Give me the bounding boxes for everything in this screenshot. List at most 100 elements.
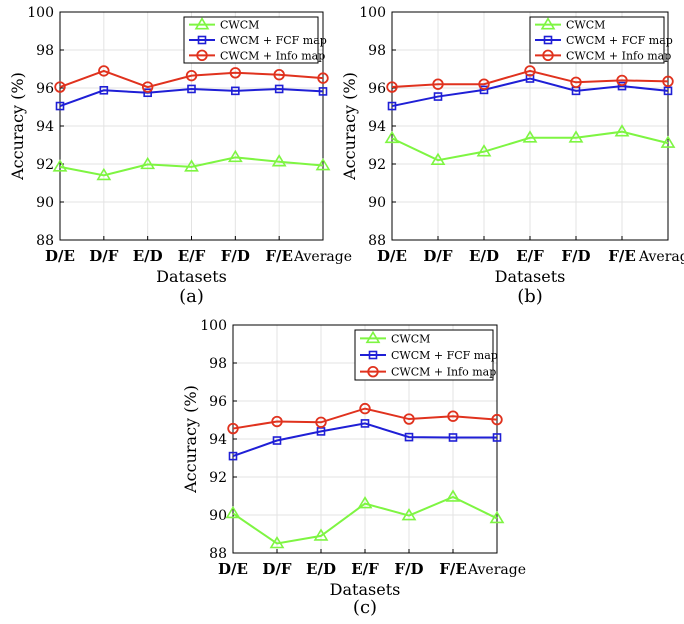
series-info <box>227 402 503 435</box>
data-point-square <box>99 85 109 95</box>
legend-marker-triangle <box>365 330 381 344</box>
x-tick-label: E/F <box>178 247 206 265</box>
x-axis-title: Datasets <box>330 580 401 599</box>
legend-label: CWCM + FCF map <box>391 349 498 362</box>
x-tick-label: D/E <box>218 560 248 578</box>
x-tick-label: D/E <box>45 247 75 265</box>
legend-marker-square <box>197 35 207 45</box>
data-point-square <box>231 86 240 96</box>
legend-marker-circle <box>542 49 554 62</box>
x-axis-title: Datasets <box>495 267 566 286</box>
panel-caption: (a) <box>179 286 204 307</box>
chart-panel-c: 88 90 92 94 96 98 100 D/E D/F E/D E/F F/D F/E Average… <box>181 318 526 618</box>
data-point-triangle <box>384 130 400 144</box>
panel-caption: (b) <box>517 286 543 307</box>
y-tick-label: 88 <box>36 233 54 249</box>
series-info <box>386 65 674 93</box>
data-point-circle <box>403 413 415 425</box>
data-point-circle <box>185 69 198 82</box>
y-tick-label: 90 <box>36 195 54 211</box>
data-point-triangle <box>269 535 285 549</box>
data-point-square <box>448 433 458 442</box>
data-point-triangle <box>489 510 505 524</box>
data-point-triangle <box>476 144 492 157</box>
data-point-circle <box>315 416 327 428</box>
x-axis-title: Datasets <box>156 267 227 286</box>
data-point-square <box>272 436 282 445</box>
y-tick-label: 100 <box>200 318 227 334</box>
x-tick-label: E/F <box>351 560 379 578</box>
legend-label: CWCM + FCF map <box>220 34 327 47</box>
x-tick-label: F/E <box>265 247 293 265</box>
legend: CWCM CWCM + FCF map CWCM + Info map <box>529 16 673 64</box>
series-line <box>391 130 669 162</box>
data-point-circle <box>229 67 242 79</box>
x-tick-label: Average <box>293 249 352 265</box>
data-point-square <box>404 432 414 442</box>
data-point-square <box>663 86 673 96</box>
legend-label: CWCM + Info map <box>220 49 325 62</box>
data-point-triangle <box>52 159 68 172</box>
x-tick-label: D/F <box>262 560 291 578</box>
y-tick-label: 94 <box>368 119 386 135</box>
legend-label: CWCM <box>391 332 430 345</box>
data-point-square <box>387 101 397 111</box>
data-point-square <box>433 92 443 101</box>
data-point-square <box>479 85 489 95</box>
data-point-triangle <box>445 489 461 502</box>
y-tick-label: 94 <box>209 432 227 448</box>
data-point-triangle <box>357 496 373 509</box>
data-point-square <box>55 101 65 111</box>
series-fcf <box>55 84 328 111</box>
data-point-circle <box>141 81 154 93</box>
series-line <box>59 156 324 177</box>
y-tick-label: 96 <box>36 81 54 97</box>
data-point-circle <box>54 81 66 93</box>
data-point-triangle <box>271 154 287 167</box>
data-point-triangle <box>660 135 676 148</box>
data-point-square <box>143 88 152 98</box>
x-tick-label: Average <box>467 562 526 578</box>
y-tick-label: 90 <box>368 195 386 211</box>
legend-marker-triangle <box>540 17 556 30</box>
x-tick-label: F/E <box>439 560 467 578</box>
data-point-triangle <box>184 159 199 172</box>
y-tick-label: 92 <box>36 157 54 173</box>
legend-marker-circle <box>367 365 379 378</box>
x-tick-label: E/D <box>133 247 163 265</box>
data-point-circle <box>616 74 628 87</box>
series-line <box>59 87 324 107</box>
y-tick-label: 96 <box>209 394 227 410</box>
data-point-circle <box>432 78 444 90</box>
data-point-square <box>360 419 370 428</box>
legend-marker-square <box>543 35 553 45</box>
series-cwcm <box>225 489 505 549</box>
series-line <box>232 495 498 545</box>
data-point-square <box>318 87 328 96</box>
data-point-circle <box>478 78 490 90</box>
data-point-circle <box>98 65 110 77</box>
x-tick-label: Average <box>638 249 684 265</box>
data-point-circle <box>570 76 582 89</box>
y-tick-label: 92 <box>209 470 227 486</box>
data-point-triangle <box>614 124 630 137</box>
data-point-triangle <box>227 149 243 163</box>
data-point-triangle <box>313 528 329 541</box>
data-point-square <box>187 84 196 94</box>
data-point-triangle <box>140 156 156 170</box>
y-tick-label: 92 <box>368 157 386 173</box>
legend: CWCM CWCM + FCF map CWCM + Info map <box>354 329 498 381</box>
data-point-circle <box>524 65 536 77</box>
data-point-circle <box>386 81 398 93</box>
data-point-circle <box>317 72 329 84</box>
y-tick-label: 100 <box>359 5 386 21</box>
legend: CWCM CWCM + FCF map CWCM + Info map <box>183 16 327 64</box>
series-line <box>59 69 324 89</box>
y-axis-title: Accuracy (%) <box>340 72 359 181</box>
y-axis-title: Accuracy (%) <box>8 72 27 181</box>
chart-panel-b: 88 90 92 94 96 98 100 D/E D/F E/D E/F F/D F/EAverage… <box>340 5 684 307</box>
data-point-triangle <box>401 508 417 521</box>
legend-marker-square <box>368 350 378 360</box>
legend-label: CWCM + Info map <box>391 366 496 379</box>
y-tick-label: 94 <box>36 119 54 135</box>
